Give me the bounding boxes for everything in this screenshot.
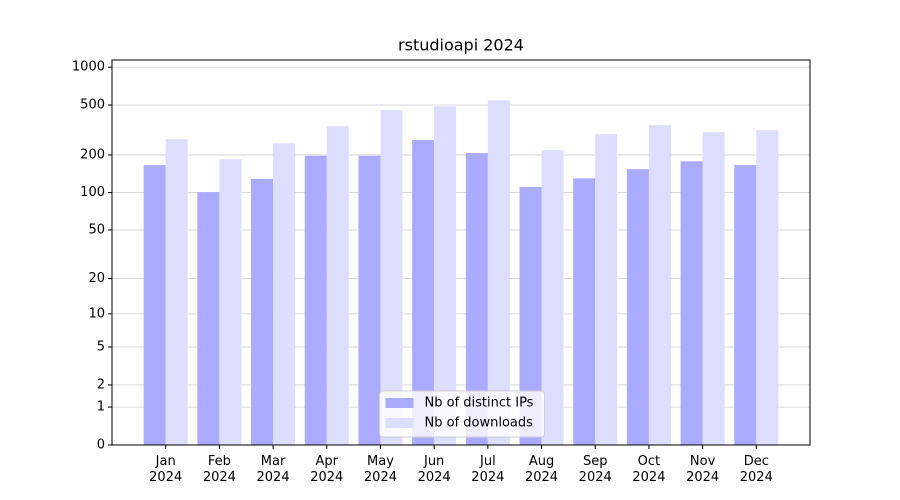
bar: [358, 155, 381, 446]
y-tick-label: 20: [88, 271, 105, 286]
legend-swatch: [385, 398, 414, 408]
x-tick-label-line: 2024: [632, 470, 665, 485]
legend-swatch: [385, 418, 414, 428]
x-tick-label: Aug 2024: [525, 454, 558, 485]
x-tick-label-line: 2024: [418, 470, 451, 485]
bar: [465, 153, 488, 446]
bar: [626, 169, 649, 445]
y-tick-label: 100: [80, 185, 105, 200]
x-tick-label: Jul 2024: [471, 454, 504, 485]
bar: [734, 165, 757, 446]
bar: [219, 159, 242, 445]
bar: [251, 178, 274, 445]
x-tick-label-line: 2024: [579, 470, 612, 485]
x-tick-label-line: Oct: [638, 454, 660, 469]
y-tick-label: 0: [97, 438, 105, 453]
bar: [143, 165, 166, 446]
bar: [702, 132, 725, 446]
y-tick-label: 5: [97, 340, 105, 355]
y-tick-label: 1000: [72, 60, 105, 75]
y-tick-label: 10: [88, 306, 105, 321]
legend-box: [379, 390, 545, 438]
bar: [165, 139, 188, 445]
x-tick-label-line: May: [367, 454, 394, 469]
x-tick-label-line: Jan: [155, 454, 176, 469]
bar: [434, 106, 457, 445]
y-tick-label: 50: [88, 222, 105, 237]
x-tick-label: May 2024: [364, 454, 397, 485]
legend-label: Nb of downloads: [425, 416, 534, 431]
x-tick-label: Apr 2024: [310, 454, 343, 485]
x-tick-label: Oct 2024: [632, 454, 665, 485]
x-tick-label-line: Jul: [479, 454, 496, 469]
x-tick-label-line: 2024: [364, 470, 397, 485]
bar: [412, 140, 435, 445]
bar: [519, 186, 542, 445]
x-tick-label-line: 2024: [525, 470, 558, 485]
chart-title: rstudioapi 2024: [398, 36, 524, 55]
x-tick-label-line: Feb: [208, 454, 231, 469]
bar: [573, 178, 596, 445]
bar: [595, 134, 618, 445]
x-tick-label-line: 2024: [149, 470, 182, 485]
bar: [680, 161, 703, 445]
y-tick-label: 500: [80, 98, 105, 113]
plot-frame: [111, 59, 811, 446]
x-tick-label: Jun 2024: [418, 454, 451, 485]
x-tick-label-line: Apr: [316, 454, 339, 469]
x-tick-label-line: Aug: [529, 454, 554, 469]
bar: [326, 126, 349, 445]
bar: [304, 155, 327, 446]
x-tick-label-line: 2024: [740, 470, 773, 485]
x-tick-label-line: 2024: [203, 470, 236, 485]
legend-label: Nb of distinct IPs: [425, 396, 534, 411]
x-tick-label: Nov 2024: [686, 454, 719, 485]
x-tick-label-line: 2024: [471, 470, 504, 485]
bar: [487, 100, 510, 445]
y-tick-label: 200: [80, 147, 105, 162]
bar: [648, 125, 671, 446]
y-tick-label: 2: [97, 377, 105, 392]
bar: [541, 150, 564, 445]
x-tick-label-line: Mar: [261, 454, 286, 469]
x-tick-label: Jan 2024: [149, 454, 182, 485]
x-tick-label-line: Nov: [690, 454, 716, 469]
x-tick-label-line: Sep: [583, 454, 608, 469]
x-tick-label-line: 2024: [686, 470, 719, 485]
x-tick-label: Feb 2024: [203, 454, 236, 485]
y-tick-label: 1: [97, 400, 105, 415]
x-tick-label-line: Jun: [423, 454, 444, 469]
x-tick-label: Sep 2024: [579, 454, 612, 485]
bar: [197, 192, 220, 445]
x-tick-label: Mar 2024: [257, 454, 290, 485]
bar: [756, 130, 779, 446]
x-tick-label-line: 2024: [310, 470, 343, 485]
x-tick-label-line: Dec: [744, 454, 769, 469]
x-tick-label: Dec 2024: [740, 454, 773, 485]
bar: [273, 143, 296, 445]
x-tick-label-line: 2024: [257, 470, 290, 485]
bar: [380, 110, 403, 445]
